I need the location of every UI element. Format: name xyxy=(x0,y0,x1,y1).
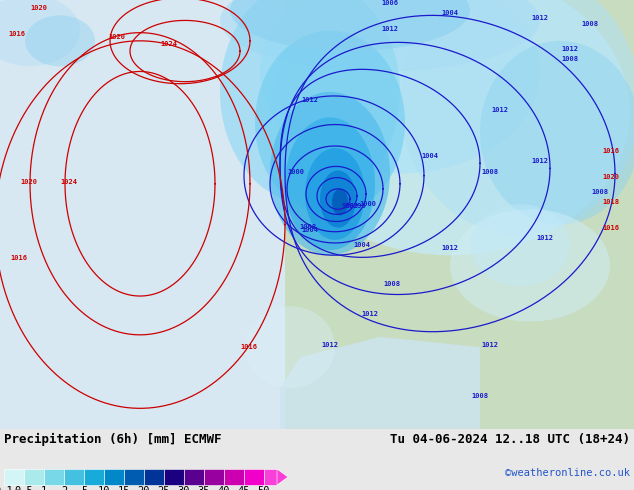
Text: 2: 2 xyxy=(61,486,67,490)
Bar xyxy=(24,469,44,485)
Polygon shape xyxy=(0,0,150,61)
Ellipse shape xyxy=(480,41,634,224)
Text: 1016: 1016 xyxy=(602,225,619,231)
Bar xyxy=(224,469,244,485)
Text: 1012: 1012 xyxy=(536,235,553,241)
Ellipse shape xyxy=(25,15,95,66)
Bar xyxy=(124,469,144,485)
Text: 1020: 1020 xyxy=(602,173,619,180)
Polygon shape xyxy=(280,337,480,429)
Bar xyxy=(44,469,64,485)
Text: 1012: 1012 xyxy=(382,25,399,32)
Text: 15: 15 xyxy=(118,486,130,490)
Text: 1012: 1012 xyxy=(321,342,339,348)
Text: 1016: 1016 xyxy=(240,344,257,350)
Text: 1020: 1020 xyxy=(108,34,125,40)
Ellipse shape xyxy=(270,0,630,255)
Text: 0.1: 0.1 xyxy=(0,486,13,490)
Text: 10: 10 xyxy=(98,486,110,490)
Text: 25: 25 xyxy=(158,486,171,490)
Text: 1008: 1008 xyxy=(562,56,578,62)
Text: 1024: 1024 xyxy=(160,41,177,47)
Ellipse shape xyxy=(290,82,370,143)
Text: 988: 988 xyxy=(342,203,354,209)
Text: 1016: 1016 xyxy=(8,31,25,37)
Text: 1016: 1016 xyxy=(602,148,619,154)
Text: 1: 1 xyxy=(41,486,47,490)
Text: 1004: 1004 xyxy=(441,10,458,16)
Bar xyxy=(84,469,104,485)
Text: 1012: 1012 xyxy=(491,107,508,113)
Text: 1008: 1008 xyxy=(481,169,498,174)
Text: 1000: 1000 xyxy=(287,169,304,174)
Text: 1012: 1012 xyxy=(441,245,458,251)
Text: 1012: 1012 xyxy=(481,342,498,348)
Ellipse shape xyxy=(320,171,356,228)
Text: 45: 45 xyxy=(238,486,250,490)
Bar xyxy=(204,469,224,485)
Ellipse shape xyxy=(400,0,634,235)
Ellipse shape xyxy=(255,30,405,215)
Ellipse shape xyxy=(230,0,470,51)
Ellipse shape xyxy=(270,92,390,255)
Text: 1004: 1004 xyxy=(422,153,439,159)
Text: 1018: 1018 xyxy=(602,199,619,205)
Ellipse shape xyxy=(450,209,610,321)
Text: 50: 50 xyxy=(258,486,270,490)
Text: 30: 30 xyxy=(178,486,190,490)
Text: 1008: 1008 xyxy=(592,189,609,195)
Bar xyxy=(264,469,277,485)
Bar xyxy=(104,469,124,485)
Bar xyxy=(64,469,84,485)
Ellipse shape xyxy=(0,0,80,66)
Text: Tu 04-06-2024 12..18 UTC (18+24): Tu 04-06-2024 12..18 UTC (18+24) xyxy=(390,433,630,446)
Ellipse shape xyxy=(220,0,540,72)
Bar xyxy=(144,469,164,485)
Ellipse shape xyxy=(260,0,540,173)
Text: 20: 20 xyxy=(138,486,150,490)
Text: 1012: 1012 xyxy=(531,158,548,164)
Polygon shape xyxy=(280,0,634,429)
Bar xyxy=(164,469,184,485)
Text: 996: 996 xyxy=(354,203,366,209)
Text: 1008: 1008 xyxy=(299,223,316,230)
Ellipse shape xyxy=(285,118,375,250)
Text: 5: 5 xyxy=(81,486,87,490)
Text: ©weatheronline.co.uk: ©weatheronline.co.uk xyxy=(505,468,630,478)
Text: 1000: 1000 xyxy=(359,201,377,207)
Text: 35: 35 xyxy=(198,486,210,490)
Bar xyxy=(184,469,204,485)
Ellipse shape xyxy=(332,189,348,216)
Polygon shape xyxy=(277,469,288,485)
Bar xyxy=(4,469,24,485)
Text: 1004: 1004 xyxy=(354,242,370,248)
Ellipse shape xyxy=(245,306,335,388)
Text: 1020: 1020 xyxy=(20,179,37,185)
Text: 992: 992 xyxy=(346,203,358,209)
Text: 1012: 1012 xyxy=(302,97,318,103)
Bar xyxy=(244,469,264,485)
Text: 1008: 1008 xyxy=(384,281,401,287)
Text: 1024: 1024 xyxy=(60,179,77,185)
Ellipse shape xyxy=(305,148,365,240)
Text: 1012: 1012 xyxy=(562,46,578,52)
Text: 1012: 1012 xyxy=(531,15,548,22)
Text: 1006: 1006 xyxy=(382,0,399,6)
Text: 1008: 1008 xyxy=(581,21,598,26)
Text: 40: 40 xyxy=(217,486,230,490)
Bar xyxy=(0,0,285,429)
Polygon shape xyxy=(255,82,295,163)
Text: 1020: 1020 xyxy=(30,5,47,11)
Text: 1016: 1016 xyxy=(10,255,27,261)
Text: 1008: 1008 xyxy=(472,393,489,399)
Text: 1004: 1004 xyxy=(302,227,318,233)
Text: Precipitation (6h) [mm] ECMWF: Precipitation (6h) [mm] ECMWF xyxy=(4,433,221,446)
Text: 0.5: 0.5 xyxy=(15,486,34,490)
Ellipse shape xyxy=(470,204,570,286)
Text: 1012: 1012 xyxy=(361,312,378,318)
Ellipse shape xyxy=(220,0,400,204)
